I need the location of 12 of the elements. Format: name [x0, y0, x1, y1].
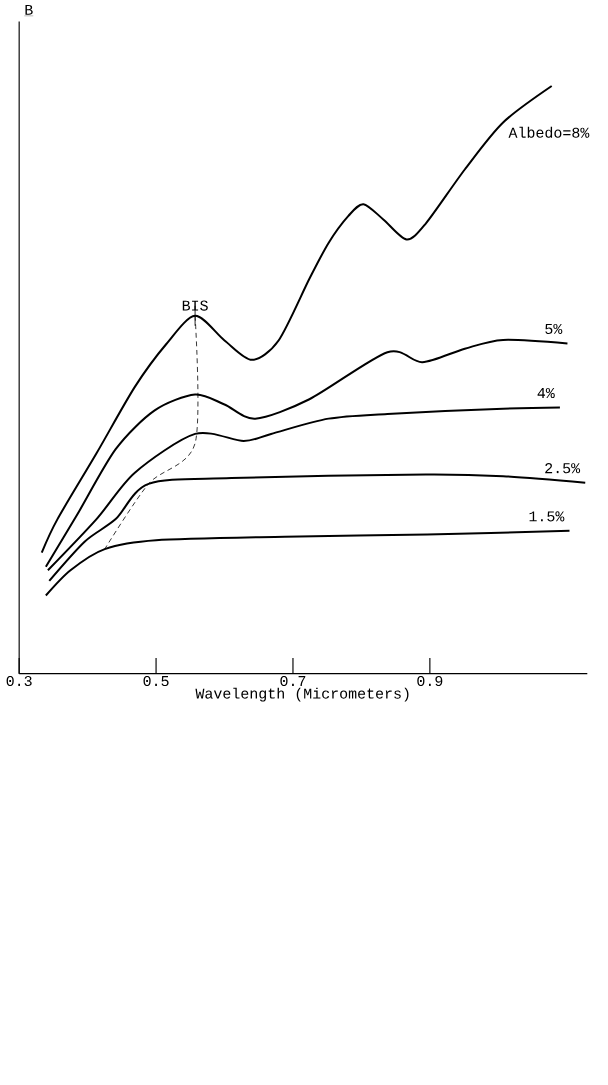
series-label: 4%: [537, 388, 555, 399]
series-label: Albedo=8%: [508, 126, 590, 138]
y-axis-title: B: [25, 4, 33, 15]
x-tick-label: 0.9: [417, 675, 443, 687]
x-axis-title: Wavelength (Micrometers): [195, 687, 409, 702]
annotation: BIS: [182, 300, 208, 311]
x-tick-label: 0.7: [280, 675, 306, 687]
series-label: 2.5%: [545, 463, 581, 474]
x-tick-label: 0.5: [143, 675, 169, 687]
x-tick-label: 0.3: [6, 675, 32, 687]
series-label: 5%: [545, 323, 563, 335]
series-label: 1.5%: [529, 511, 565, 522]
